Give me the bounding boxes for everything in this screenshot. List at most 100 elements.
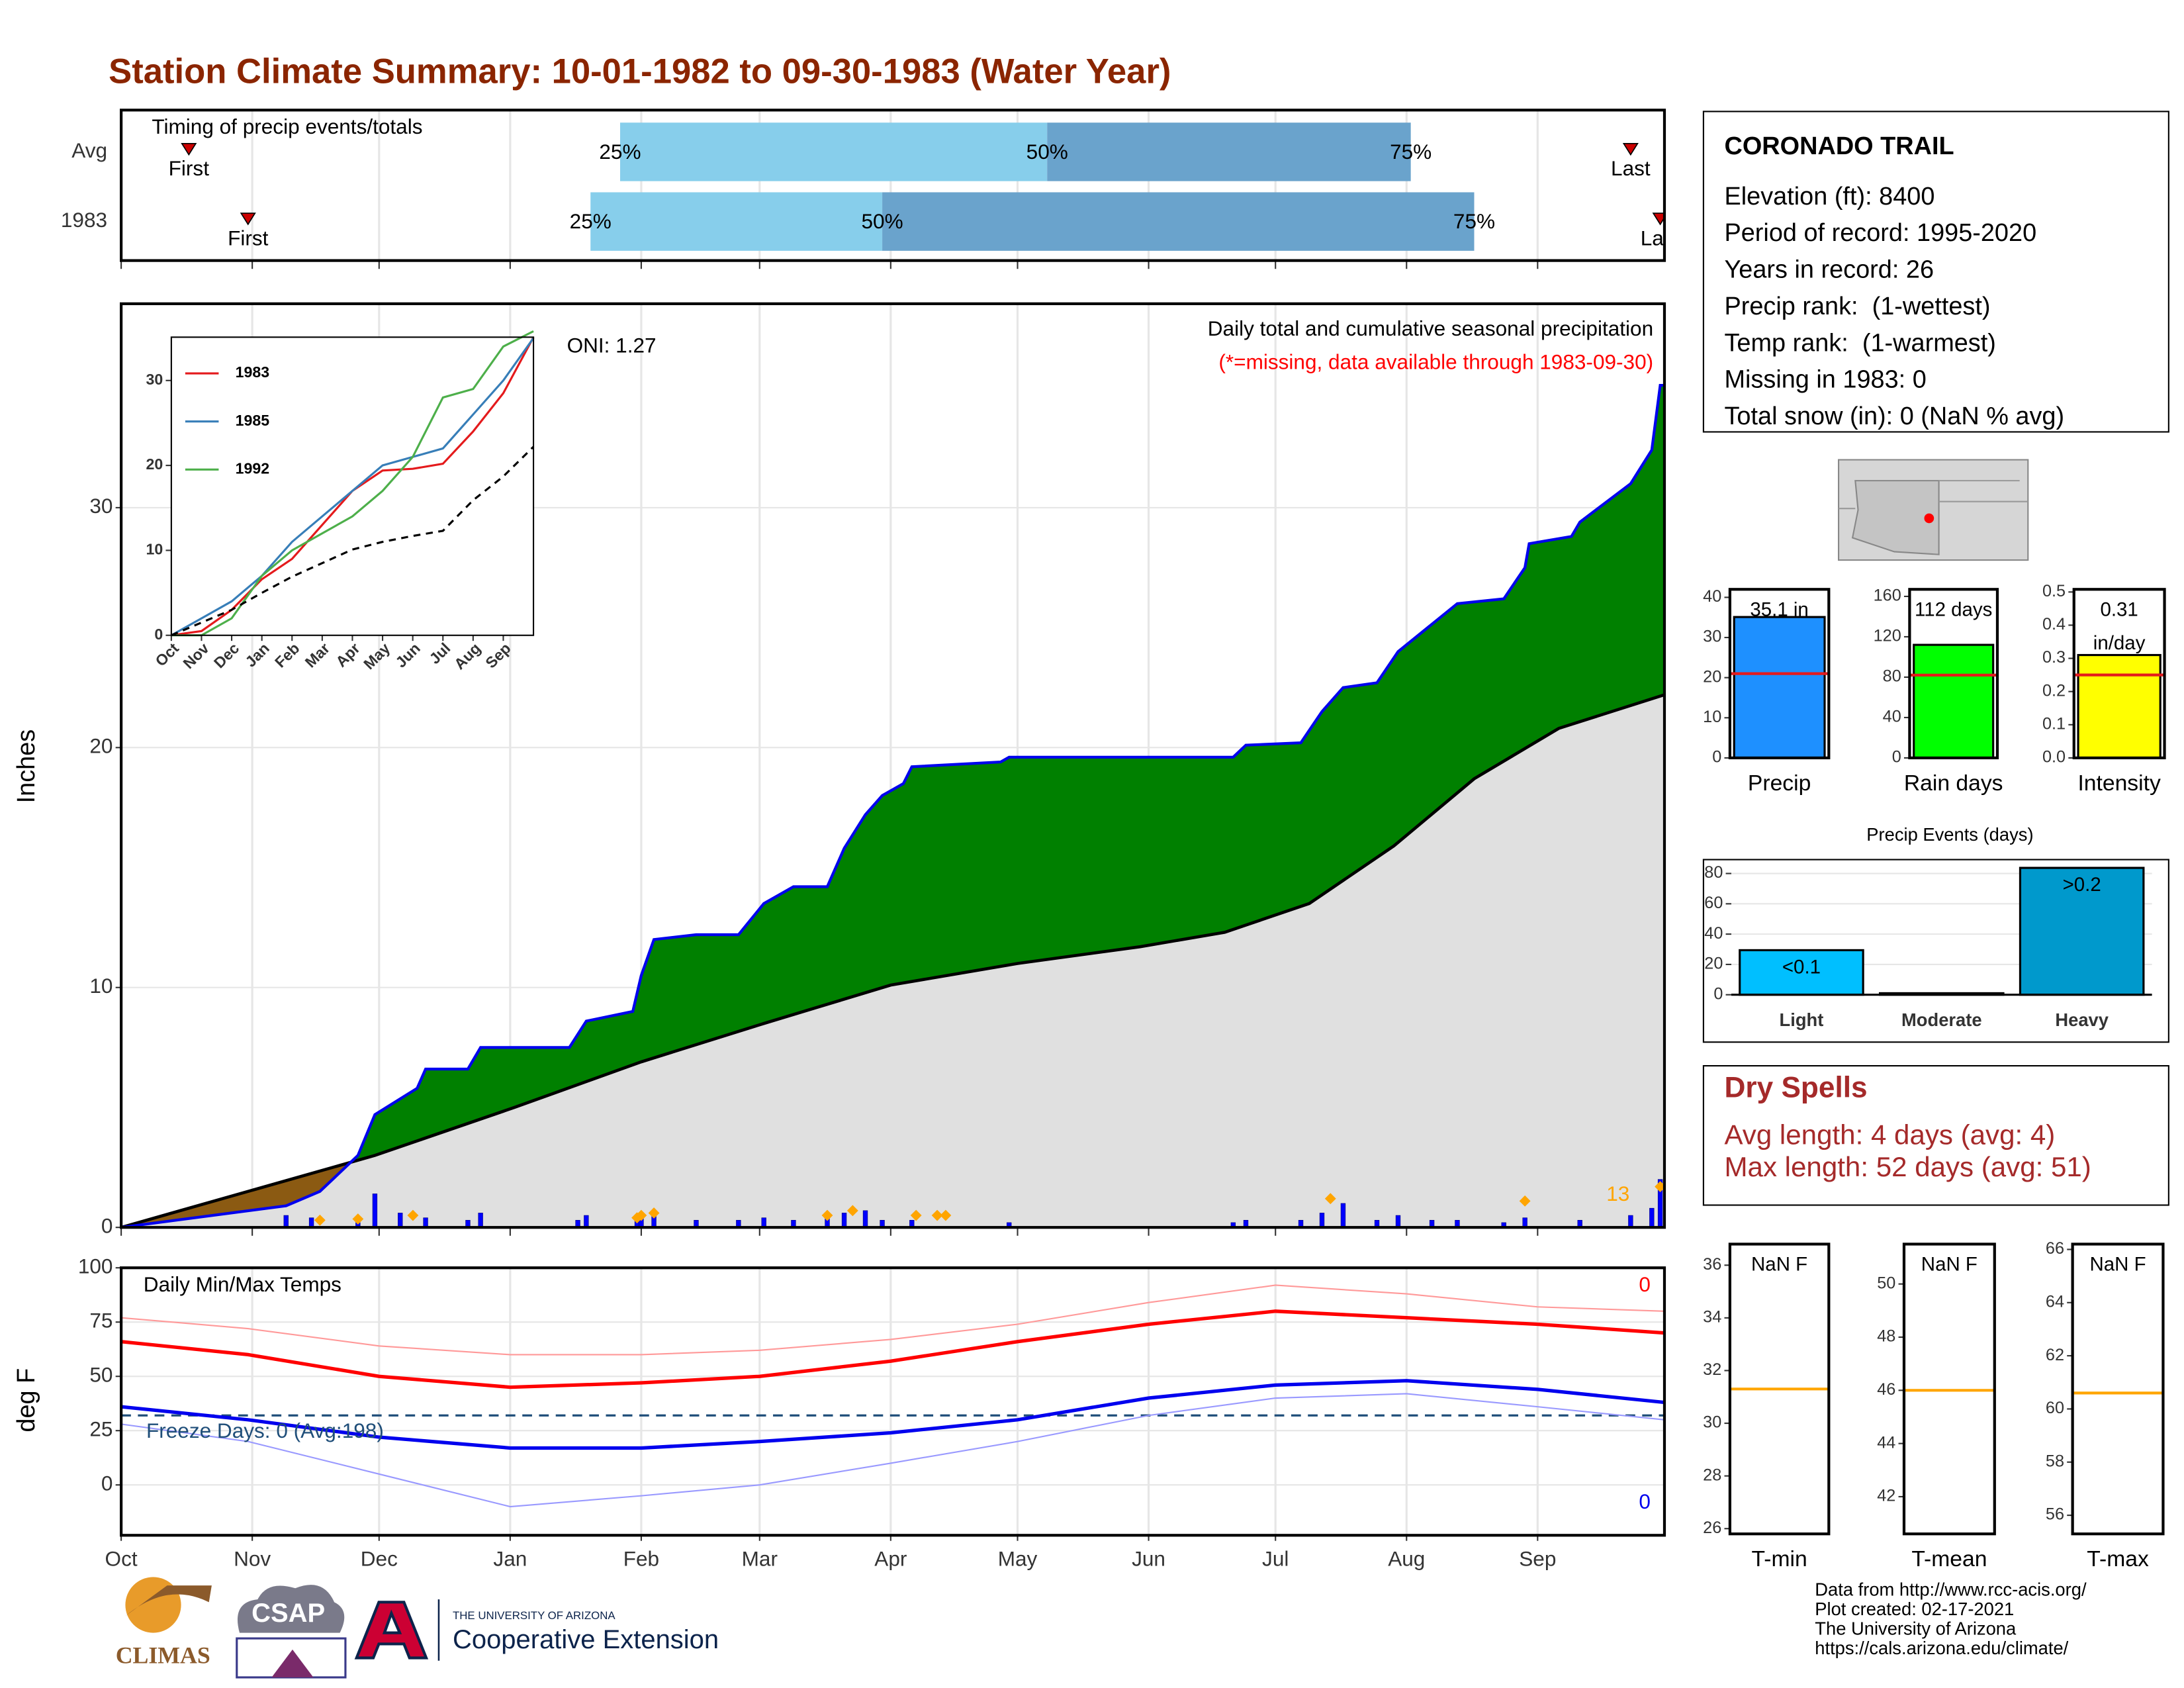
map-borders bbox=[1839, 480, 2028, 510]
event-marker bbox=[407, 1209, 419, 1221]
row-label: 1983 bbox=[61, 208, 107, 232]
y-tick-label: 100 bbox=[78, 1254, 113, 1278]
x-tick-label: Heavy bbox=[2055, 1009, 2109, 1030]
y-tick-label: 30 bbox=[89, 494, 113, 518]
page-title: Station Climate Summary: 10-01-1982 to 0… bbox=[109, 52, 1171, 91]
legend-label: 1983 bbox=[236, 363, 270, 381]
y-tick-label: 80 bbox=[1883, 667, 1901, 686]
timing-rows: 25% 50% 75% First Last 25% 50% 75% First Last bbox=[169, 122, 1680, 251]
bar bbox=[2019, 867, 2145, 996]
value-label-box: NaN F bbox=[1751, 1252, 1808, 1275]
y-tick-label: 40 bbox=[1703, 587, 1721, 606]
csap-cloud bbox=[237, 1585, 345, 1633]
y-tick-label: 50 bbox=[1877, 1274, 1895, 1292]
panel-border bbox=[2071, 1243, 2165, 1536]
university-logo: THE UNIVERSITY OF ARIZONA bbox=[453, 1609, 615, 1622]
y-tick-label: 10 bbox=[89, 974, 113, 998]
timing-bar bbox=[882, 192, 1475, 251]
y-tick-label: 30 bbox=[1703, 1413, 1721, 1432]
x-axis-label: Intensity bbox=[2077, 771, 2161, 796]
y-tick-label: 0 bbox=[1892, 748, 1901, 767]
arizona-a bbox=[354, 1601, 429, 1660]
percent-label: 50% bbox=[1026, 140, 1068, 164]
logos: CLIMAS CSAP THE UNIVERSITY OF ARIZONA Co… bbox=[116, 1577, 719, 1679]
y-tick-label: 0 bbox=[101, 1472, 113, 1495]
daily-bar bbox=[1395, 1215, 1401, 1228]
x-axis-label: T-min bbox=[1752, 1547, 1807, 1571]
bar bbox=[1733, 616, 1826, 759]
series-line bbox=[120, 1309, 1665, 1389]
footer-line: Data from http://www.rcc-acis.org/ bbox=[1815, 1579, 2087, 1600]
percent-label: 25% bbox=[570, 209, 612, 233]
x-axis-label: Rain days bbox=[1904, 771, 2003, 796]
x-tick-label: Nov bbox=[234, 1547, 271, 1571]
event-count: 13 bbox=[1606, 1182, 1629, 1205]
station-line: Period of record: 1995-2020 bbox=[1724, 219, 2036, 247]
freeze-label: Freeze Days: 0 (Avg:198) bbox=[146, 1419, 384, 1442]
legend-label: 1992 bbox=[236, 459, 269, 477]
series-line bbox=[171, 330, 534, 637]
y-tick-label: 0.4 bbox=[2042, 615, 2066, 633]
series-line bbox=[120, 1379, 1665, 1450]
value-label: 112 days bbox=[1914, 597, 1993, 620]
value-label: 0.31 in/day bbox=[2093, 597, 2146, 654]
timing-marker bbox=[1622, 142, 1639, 156]
x-tick-label: Jun bbox=[1132, 1547, 1165, 1571]
footer-line: https://cals.arizona.edu/climate/ bbox=[1815, 1638, 2068, 1658]
event-marker bbox=[940, 1209, 952, 1221]
event-marker bbox=[635, 1209, 647, 1221]
x-axis-label: T-mean bbox=[1911, 1547, 1987, 1571]
y-tick-label: 28 bbox=[1703, 1466, 1721, 1484]
value-label: NaN F bbox=[1751, 1252, 1808, 1275]
series-line bbox=[171, 337, 535, 637]
y-tick-label: 40 bbox=[1883, 708, 1901, 726]
y-tick-label: 60 bbox=[2046, 1399, 2064, 1417]
x-tick-label: Mar bbox=[742, 1547, 778, 1571]
station-line: Precip rank: (1-wettest) bbox=[1724, 293, 1990, 320]
y-tick-label: 0.5 bbox=[2042, 582, 2066, 600]
y-tick-label: 60 bbox=[1704, 894, 1723, 912]
y-tick-label: 20 bbox=[1704, 955, 1723, 973]
y-tick-label: 25 bbox=[89, 1417, 113, 1441]
legend-label: 1985 bbox=[236, 412, 270, 429]
timing-marker bbox=[181, 142, 197, 156]
cumulative-line bbox=[120, 383, 1664, 1229]
panel-border bbox=[119, 302, 1666, 1229]
value-label: NaN F bbox=[1921, 1252, 1978, 1275]
value-label-box: NaN F bbox=[2089, 1252, 2146, 1275]
station-line: Missing in 1983: 0 bbox=[1724, 366, 1926, 394]
y-tick-label: 50 bbox=[89, 1363, 113, 1387]
x-tick-label: May bbox=[998, 1547, 1038, 1571]
timing-marker-label: Last bbox=[1641, 226, 1680, 250]
timing-bar bbox=[619, 122, 1048, 181]
daily-bar bbox=[1522, 1217, 1527, 1228]
y-tick-label: 30 bbox=[1703, 628, 1721, 646]
panel-border bbox=[119, 109, 1666, 262]
panel-border bbox=[170, 336, 535, 636]
daily-bar bbox=[1628, 1215, 1633, 1228]
panel-border bbox=[119, 1266, 1666, 1537]
y-tick-label: 34 bbox=[1703, 1308, 1721, 1327]
percent-label: 25% bbox=[599, 140, 641, 164]
station-line: Temp rank: (1-warmest) bbox=[1724, 329, 1995, 357]
extension-logo: Cooperative Extension bbox=[453, 1625, 719, 1654]
panel-border bbox=[1728, 1243, 1831, 1536]
y-tick-label: 36 bbox=[1703, 1255, 1721, 1274]
footer-line: Plot created: 02-17-2021 bbox=[1815, 1599, 2014, 1619]
event-marker bbox=[648, 1207, 660, 1219]
daily-bar bbox=[862, 1210, 868, 1228]
dry-spells-line: Max length: 52 days (avg: 51) bbox=[1724, 1151, 2091, 1182]
note: (*=missing, data available through 1983-… bbox=[1218, 350, 1653, 374]
value-label: 35.1 in bbox=[1750, 597, 1809, 620]
station-line: Years in record: 26 bbox=[1724, 256, 1934, 284]
y-tick-label: 44 bbox=[1877, 1433, 1895, 1452]
daily-bar bbox=[841, 1213, 847, 1228]
climas-logo: CLIMAS bbox=[116, 1642, 210, 1669]
series-line bbox=[171, 445, 535, 637]
percent-label: 75% bbox=[1390, 140, 1432, 164]
x-tick-label: Apr bbox=[874, 1547, 907, 1571]
daily-bar bbox=[372, 1194, 378, 1228]
y-tick-label: 0.1 bbox=[2042, 714, 2066, 733]
station-name: CORONADO TRAIL bbox=[1724, 132, 1954, 160]
